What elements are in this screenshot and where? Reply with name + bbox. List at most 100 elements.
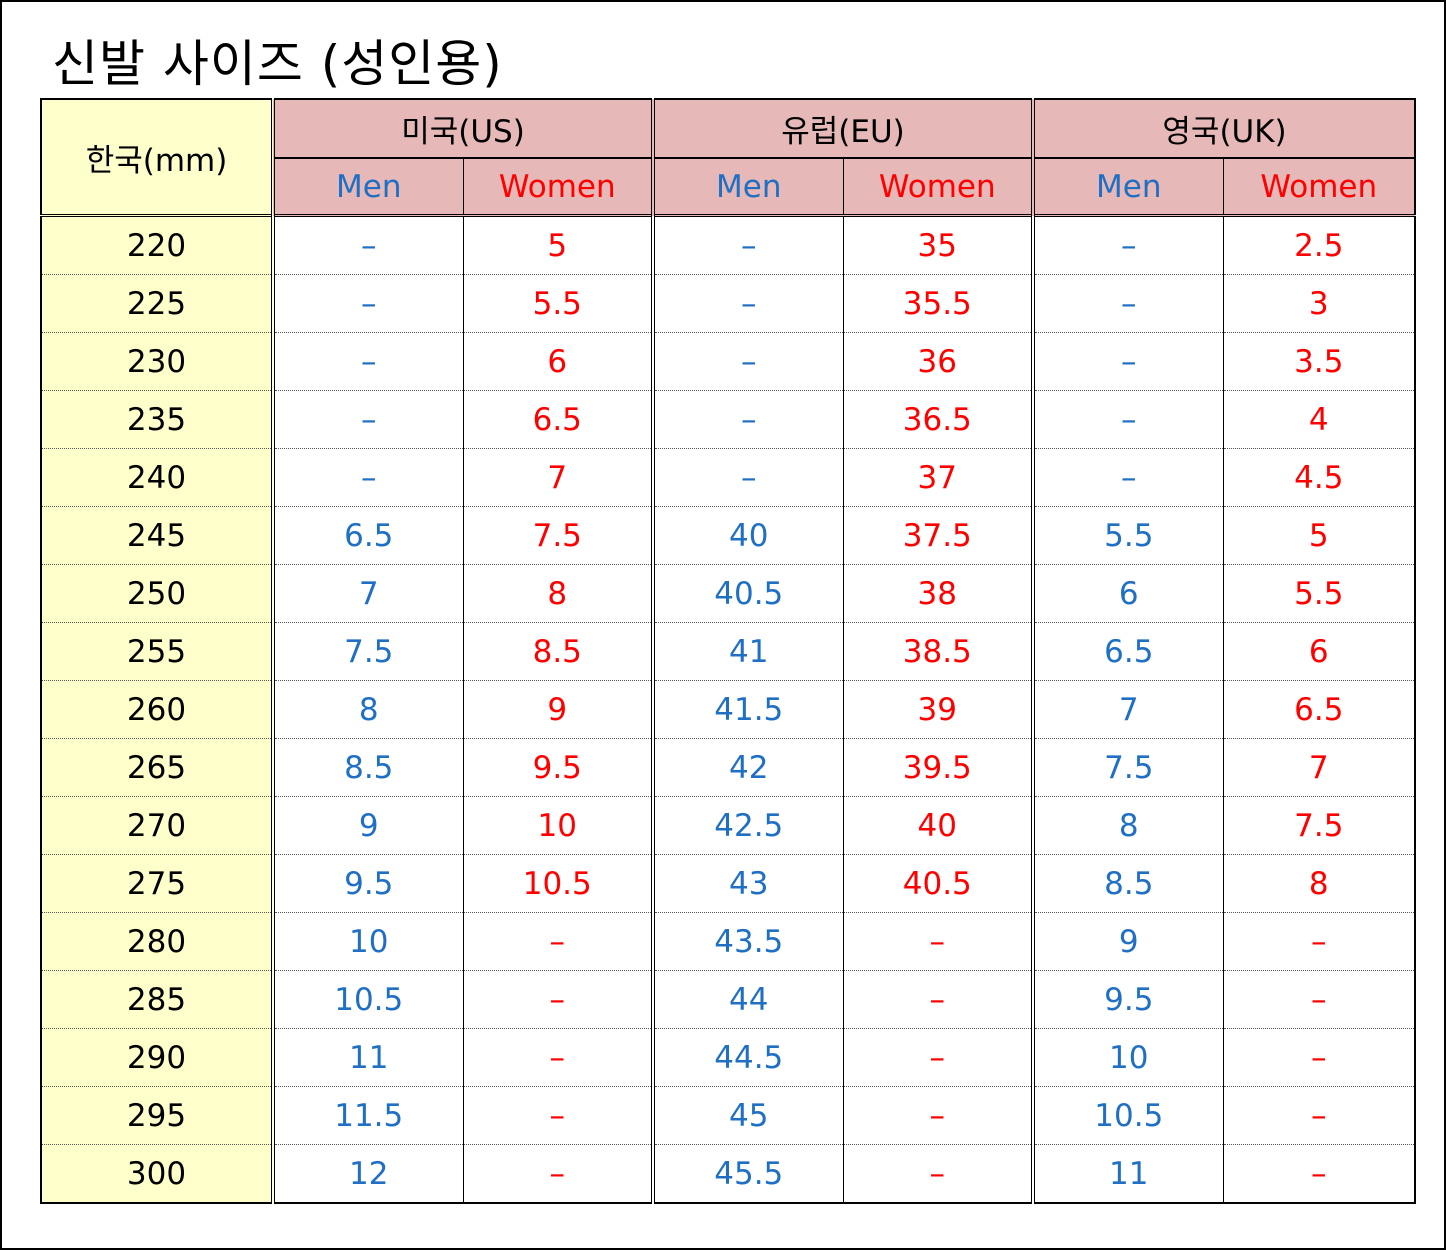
cell-uk-men: 5.5 [1033, 506, 1224, 565]
cell-uk-men: – [1033, 390, 1224, 449]
cell-eu-men: 44 [653, 970, 844, 1029]
cell-uk-women: 7 [1223, 738, 1417, 797]
cell-korea-mm: 250 [40, 564, 275, 623]
cell-eu-men: – [653, 448, 844, 507]
cell-us-men: – [273, 215, 464, 275]
cell-eu-men: 44.5 [653, 1028, 844, 1087]
cell-eu-men: 43.5 [653, 912, 844, 971]
cell-uk-women: – [1223, 970, 1417, 1029]
cell-eu-women: 38.5 [843, 622, 1036, 681]
cell-us-men: 11.5 [273, 1086, 464, 1145]
cell-uk-men: 8 [1033, 796, 1224, 855]
cell-eu-men: – [653, 274, 844, 333]
cell-eu-men: 45 [653, 1086, 844, 1145]
cell-korea-mm: 300 [40, 1144, 275, 1204]
cell-uk-women: 3.5 [1223, 332, 1417, 391]
table-row: 280 10–43.5–9– [40, 912, 1417, 971]
table-row: 300 12–45.5–11– [40, 1144, 1417, 1204]
cell-eu-women: – [843, 1028, 1036, 1087]
cell-eu-women: 35.5 [843, 274, 1036, 333]
cell-us-women: 9 [463, 680, 656, 739]
cell-us-men: 10.5 [273, 970, 464, 1029]
table-row: 255 7.5 8.5 41 38.5 6.5 6 [40, 622, 1417, 681]
cell-uk-women: 6 [1223, 622, 1417, 681]
cell-korea-mm: 235 [40, 390, 275, 449]
cell-uk-women: 3 [1223, 274, 1417, 333]
cell-us-women: 6.5 [463, 390, 656, 449]
cell-us-women: – [463, 1086, 656, 1145]
cell-us-women: 7 [463, 448, 656, 507]
cell-eu-men: 42 [653, 738, 844, 797]
cell-uk-men: 11 [1033, 1144, 1224, 1204]
table-row: 230–6–36–3.5 [40, 332, 1417, 391]
cell-us-women: 9.5 [463, 738, 656, 797]
cell-us-women: – [463, 912, 656, 971]
cell-eu-women: 40.5 [843, 854, 1036, 913]
column-header-eu-men: Men [653, 158, 844, 217]
table-row: 220–5–35–2.5 [40, 215, 1417, 275]
cell-uk-men: – [1033, 215, 1224, 275]
cell-us-women: 5 [463, 215, 656, 275]
cell-us-men: 11 [273, 1028, 464, 1087]
cell-korea-mm: 295 [40, 1086, 275, 1145]
cell-eu-women: 36 [843, 332, 1036, 391]
cell-eu-men: – [653, 390, 844, 449]
cell-us-men: 8 [273, 680, 464, 739]
cell-us-women: – [463, 1144, 656, 1204]
cell-korea-mm: 230 [40, 332, 275, 391]
column-header-uk-women: Women [1223, 158, 1417, 217]
cell-uk-men: – [1033, 332, 1224, 391]
cell-uk-women: 4 [1223, 390, 1417, 449]
cell-us-women: 7.5 [463, 506, 656, 565]
cell-eu-men: 41.5 [653, 680, 844, 739]
cell-uk-women: – [1223, 1028, 1417, 1087]
cell-uk-women: 4.5 [1223, 448, 1417, 507]
cell-korea-mm: 290 [40, 1028, 275, 1087]
cell-eu-women: 38 [843, 564, 1036, 623]
cell-us-men: – [273, 390, 464, 449]
cell-uk-women: 8 [1223, 854, 1417, 913]
table-row: 245 6.5 7.5 40 37.5 5.5 5 [40, 506, 1417, 565]
cell-us-women: 8 [463, 564, 656, 623]
cell-us-men: – [273, 332, 464, 391]
header-row-regions: 한국(mm) 미국(US) 유럽(EU) 영국(UK) [40, 98, 1417, 217]
cell-eu-men: 41 [653, 622, 844, 681]
cell-us-men: – [273, 448, 464, 507]
table-row: 290 11–44.5–10– [40, 1028, 1417, 1087]
cell-korea-mm: 240 [40, 448, 275, 507]
cell-uk-women: 6.5 [1223, 680, 1417, 739]
cell-us-men: 7 [273, 564, 464, 623]
column-header-uk-men: Men [1033, 158, 1224, 217]
cell-korea-mm: 275 [40, 854, 275, 913]
cell-korea-mm: 260 [40, 680, 275, 739]
cell-eu-women: 37.5 [843, 506, 1036, 565]
column-header-us-women: Women [463, 158, 656, 217]
cell-eu-women: 37 [843, 448, 1036, 507]
cell-uk-women: – [1223, 912, 1417, 971]
cell-uk-men: – [1033, 274, 1224, 333]
header-row-genders: Men Women Men Women Men Women [41, 158, 1417, 217]
table-row: 265 8.5 9.5 42 39.5 7.5 7 [40, 738, 1417, 797]
cell-korea-mm: 220 [40, 215, 275, 275]
table-row: 270 9 10 42.5 40 8 7.5 [40, 796, 1417, 855]
cell-us-men: – [273, 274, 464, 333]
cell-korea-mm: 225 [40, 274, 275, 333]
cell-us-women: 5.5 [463, 274, 656, 333]
cell-eu-men: 42.5 [653, 796, 844, 855]
cell-korea-mm: 265 [40, 738, 275, 797]
column-header-eu: 유럽(EU) [653, 98, 1036, 159]
cell-us-men: 10 [273, 912, 464, 971]
page-title: 신발 사이즈 (성인용) [52, 35, 503, 93]
cell-uk-men: 7 [1033, 680, 1224, 739]
cell-eu-women: 39.5 [843, 738, 1036, 797]
cell-eu-women: – [843, 970, 1036, 1029]
cell-korea-mm: 245 [40, 506, 275, 565]
column-header-eu-women: Women [843, 158, 1036, 217]
cell-us-men: 12 [273, 1144, 464, 1204]
column-header-uk: 영국(UK) [1033, 98, 1417, 159]
column-header-us-men: Men [273, 158, 464, 217]
cell-uk-women: – [1223, 1144, 1417, 1204]
cell-eu-men: 45.5 [653, 1144, 844, 1204]
table-row: 295 11.5–45–10.5– [40, 1086, 1417, 1145]
cell-eu-women: – [843, 1086, 1036, 1145]
